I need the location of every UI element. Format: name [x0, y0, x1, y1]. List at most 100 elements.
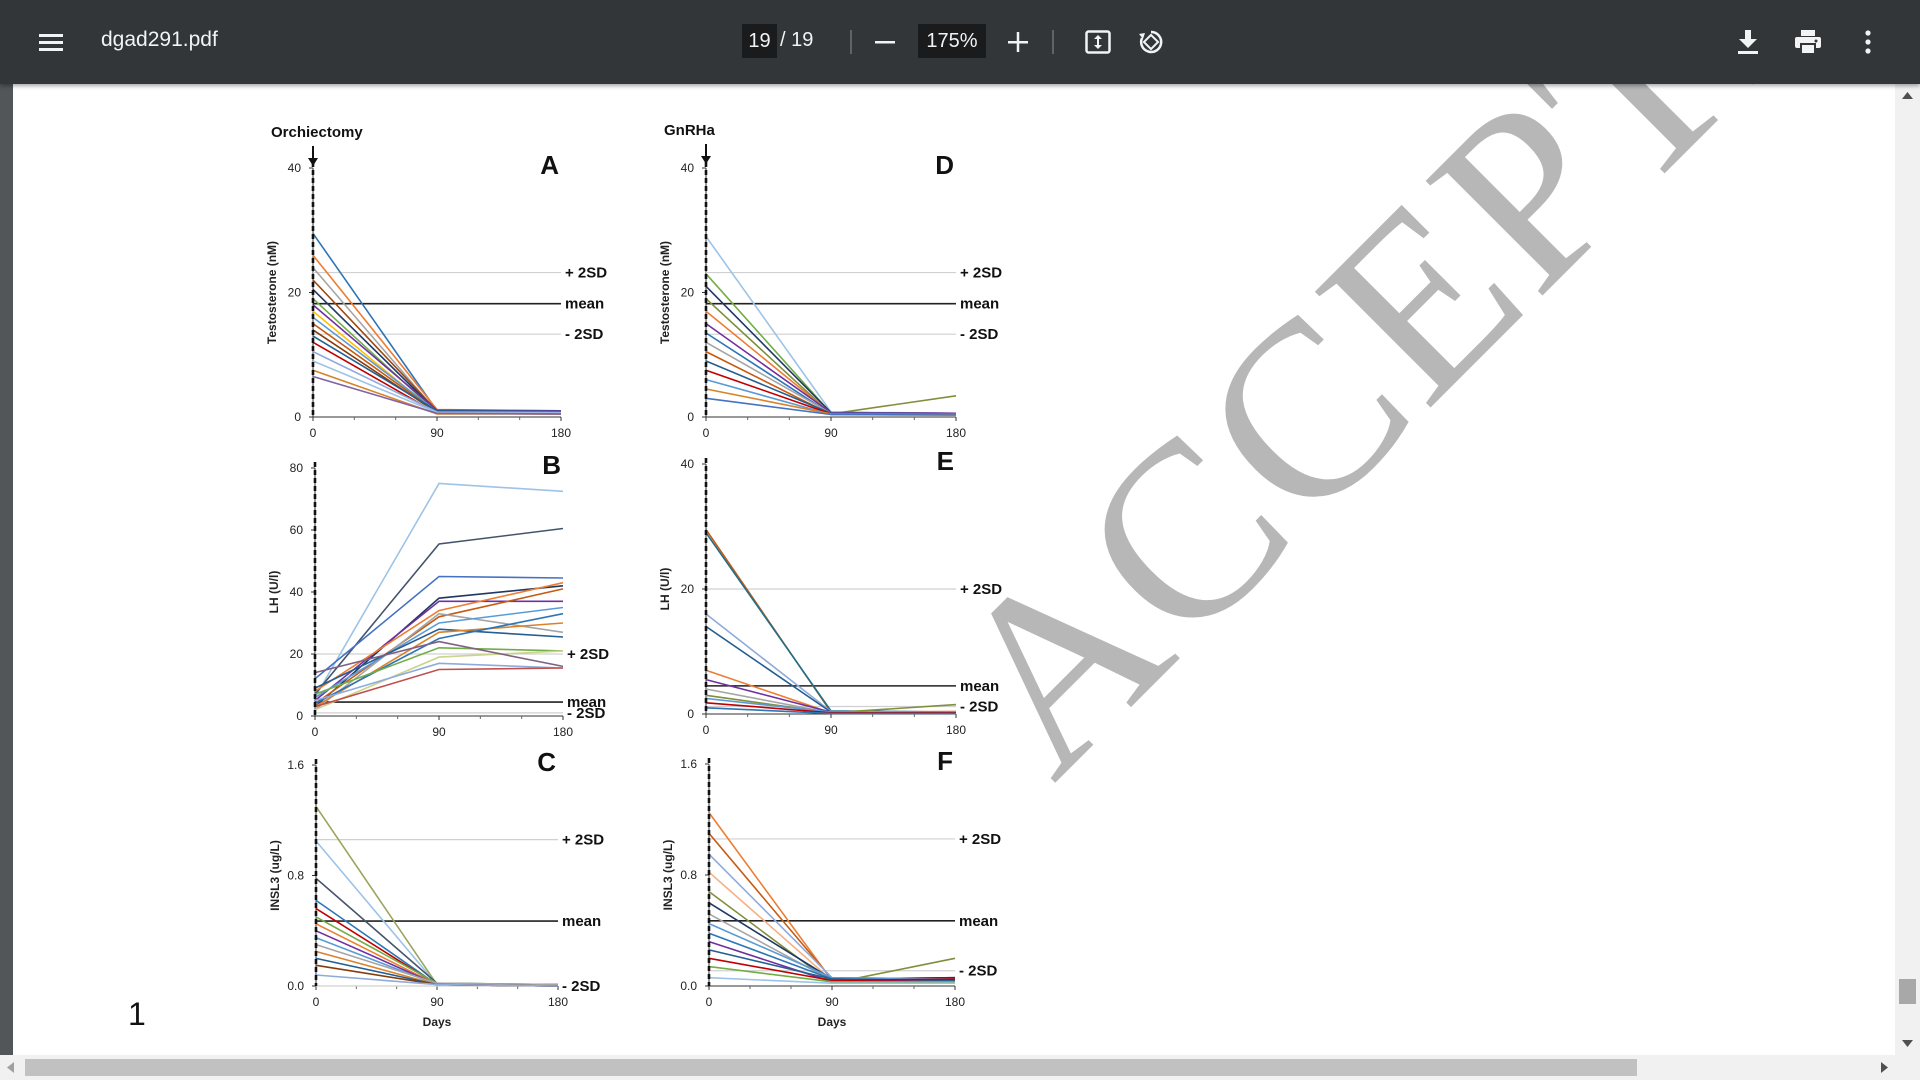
document-title: dgad291.pdf — [101, 28, 218, 51]
series-line — [705, 613, 957, 713]
plus-icon — [1008, 32, 1028, 52]
y-tick-label: 0 — [687, 707, 694, 721]
zoom-out-button[interactable] — [865, 22, 905, 62]
print-icon — [1795, 30, 1821, 54]
scroll-up-arrow-icon[interactable] — [1902, 92, 1913, 99]
series-line — [315, 805, 559, 987]
series-line — [315, 923, 559, 987]
y-tick-label: 20 — [681, 582, 695, 596]
x-tick-label: 180 — [945, 995, 965, 1009]
x-axis-label: Days — [423, 1015, 452, 1029]
y-tick-label: 0.8 — [680, 868, 697, 882]
series-line — [314, 600, 563, 702]
series-line — [708, 957, 956, 982]
x-tick-label: 90 — [824, 426, 838, 440]
more-actions-button[interactable] — [1848, 22, 1888, 62]
y-tick-label: 1.6 — [287, 758, 304, 772]
x-tick-label: 180 — [553, 725, 573, 739]
y-tick-label: 60 — [290, 523, 304, 537]
y-tick-label: 0 — [294, 410, 301, 424]
scroll-right-arrow-icon[interactable] — [1881, 1062, 1888, 1073]
vertical-scrollbar[interactable] — [1895, 84, 1920, 1055]
series-line — [314, 650, 564, 711]
hamburger-menu-icon[interactable] — [31, 22, 71, 62]
panel-label: D — [935, 150, 954, 180]
pdf-page: ACCEPTED MANUSCRIPT 02040090180Testoster… — [13, 84, 1895, 1055]
reference-line-label: + 2SD — [960, 581, 1002, 598]
zoom-in-button[interactable] — [998, 22, 1038, 62]
document-viewport[interactable]: ACCEPTED MANUSCRIPT 02040090180Testoster… — [0, 84, 1920, 1055]
x-tick-label: 0 — [312, 725, 319, 739]
y-tick-label: 40 — [681, 161, 695, 175]
page-total: / 19 — [780, 29, 814, 51]
scroll-left-arrow-icon[interactable] — [7, 1062, 14, 1073]
download-icon — [1738, 30, 1758, 54]
reference-line-label: + 2SD — [565, 265, 607, 282]
y-tick-label: 80 — [290, 461, 304, 475]
series-line — [314, 667, 564, 708]
reference-line-label: + 2SD — [562, 832, 604, 849]
series-line — [314, 606, 564, 699]
y-axis-label: LH (U/l) — [267, 571, 281, 614]
y-axis-label: Testosterone (nM) — [658, 241, 672, 344]
pdf-toolbar: dgad291.pdf 19 / 19 175% — [0, 0, 1920, 84]
series-line — [314, 662, 564, 702]
series-line — [708, 922, 956, 980]
series-line — [705, 332, 957, 416]
x-tick-label: 180 — [548, 995, 568, 1009]
series-line — [312, 375, 562, 415]
series-line — [708, 853, 956, 980]
figure: 0 20 40 0 90 180 Testosterone (nM) + 2SD mean - 2… — [265, 122, 1002, 1029]
y-tick-label: 0.0 — [287, 979, 304, 993]
rotate-icon — [1139, 30, 1163, 54]
y-tick-label: 40 — [288, 161, 302, 175]
x-axis-label: Days — [818, 1015, 847, 1029]
x-tick-label: 0 — [703, 723, 710, 737]
x-tick-label: 90 — [430, 995, 444, 1009]
series-line — [708, 902, 956, 980]
y-tick-label: 40 — [681, 457, 695, 471]
series-line — [315, 916, 559, 986]
series-line — [315, 957, 559, 987]
series-line — [315, 943, 559, 986]
horizontal-scrollbar[interactable] — [0, 1055, 1920, 1080]
horizontal-scroll-thumb[interactable] — [25, 1059, 1637, 1076]
fit-to-page-button[interactable] — [1078, 22, 1118, 62]
y-tick-label: 1.6 — [680, 757, 697, 771]
y-tick-label: 20 — [290, 647, 304, 661]
x-tick-label: 180 — [551, 426, 571, 440]
toolbar-divider — [1052, 30, 1054, 54]
series-line — [705, 529, 957, 713]
series-line — [315, 840, 559, 987]
reference-line-label: - 2SD — [565, 326, 604, 343]
zoom-level-input[interactable]: 175% — [918, 24, 986, 58]
panel-label: E — [937, 446, 954, 476]
series-line — [708, 832, 956, 980]
page-number-input[interactable]: 19 — [742, 24, 777, 58]
reference-line-label: + 2SD — [959, 831, 1001, 848]
group-label: GnRHa — [664, 122, 715, 139]
download-button[interactable] — [1728, 22, 1768, 62]
x-tick-label: 0 — [310, 426, 317, 440]
toolbar-divider — [850, 30, 852, 54]
x-tick-label: 180 — [946, 723, 966, 737]
reference-line-label: - 2SD — [960, 326, 999, 343]
x-tick-label: 90 — [432, 725, 446, 739]
group-label: Orchiectomy — [271, 124, 363, 141]
reference-line-label: mean — [562, 913, 601, 930]
rotate-button[interactable] — [1131, 22, 1171, 62]
reference-line-label: - 2SD — [960, 699, 999, 716]
panel-label: A — [540, 150, 559, 180]
reference-line-label: + 2SD — [960, 265, 1002, 282]
y-tick-label: 0.0 — [680, 979, 697, 993]
series-line — [312, 232, 562, 413]
series-line — [708, 976, 955, 985]
print-button[interactable] — [1788, 22, 1828, 62]
reference-line-label: - 2SD — [567, 705, 606, 722]
y-tick-label: 20 — [288, 286, 302, 300]
vertical-scroll-thumb[interactable] — [1899, 979, 1916, 1004]
y-axis-label: INSL3 (ug/L) — [661, 840, 675, 911]
x-tick-label: 90 — [430, 426, 444, 440]
scroll-down-arrow-icon[interactable] — [1902, 1040, 1913, 1047]
fit-to-page-icon — [1085, 30, 1111, 54]
